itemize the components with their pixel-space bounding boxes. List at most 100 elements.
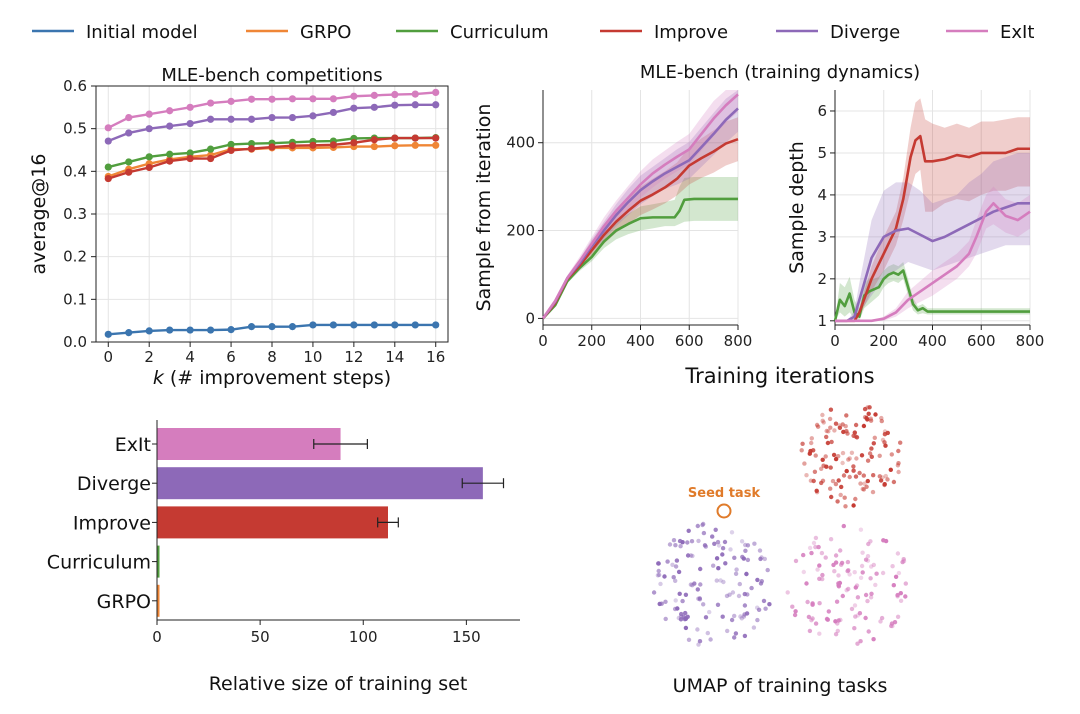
x-tick-label: 0 <box>152 628 162 646</box>
umap-point-diverge <box>763 606 768 611</box>
umap-point-improve <box>858 481 863 486</box>
y-tick-label: 0.6 <box>63 77 87 95</box>
umap-point-diverge <box>686 528 691 533</box>
umap-point-exit <box>839 560 845 566</box>
umap-point-diverge <box>716 543 722 548</box>
umap-point-diverge <box>741 614 747 619</box>
umap-point-improve <box>842 495 847 500</box>
umap-point-improve <box>847 456 852 461</box>
umap-point-improve <box>868 418 874 423</box>
umap-point-improve <box>888 467 893 472</box>
umap-point-improve <box>867 405 872 410</box>
x-tick-label: 8 <box>267 348 277 366</box>
umap-point-improve <box>839 484 844 490</box>
umap-point-improve <box>833 421 839 426</box>
umap-point-exit <box>805 599 810 605</box>
umap-point-diverge <box>701 602 706 607</box>
umap-point-diverge <box>671 538 677 543</box>
data-point-diverge <box>166 122 174 130</box>
umap-point-diverge <box>697 596 702 601</box>
confidence-band-curriculum <box>835 262 1030 321</box>
y-tick-label: 200 <box>506 222 535 240</box>
umap-point-improve <box>824 428 829 434</box>
umap-point-improve <box>835 499 840 504</box>
umap-point-exit <box>853 614 858 619</box>
umap-point-diverge <box>733 631 739 636</box>
data-point-exit <box>329 95 337 103</box>
umap-point-improve <box>849 450 855 455</box>
umap-point-improve <box>830 478 836 484</box>
umap-point-diverge <box>651 590 657 595</box>
umap-point-exit <box>903 581 908 586</box>
umap-point-exit <box>890 564 895 569</box>
y-tick-label: 1 <box>817 312 827 330</box>
x-tick-label: 10 <box>303 348 322 366</box>
umap-point-diverge <box>676 615 681 621</box>
umap-point-diverge <box>728 547 733 552</box>
data-point-initial <box>370 321 378 329</box>
umap-point-exit <box>809 550 814 556</box>
umap-point-exit <box>871 637 876 642</box>
umap-point-improve <box>883 473 888 479</box>
umap-point-diverge <box>698 582 703 587</box>
y-tick-label: 0 <box>525 309 535 327</box>
x-tick-label: 800 <box>724 332 753 350</box>
data-point-grpo <box>391 142 399 150</box>
legend-label-grpo: GRPO <box>300 22 351 43</box>
legend-label-curriculum: Curriculum <box>450 22 549 43</box>
umap-point-improve <box>861 423 867 429</box>
umap-point-diverge <box>711 563 716 568</box>
umap-point-diverge <box>680 598 685 604</box>
category-label-exit: ExIt <box>115 434 151 456</box>
umap-point-improve <box>824 464 829 469</box>
umap-point-diverge <box>716 566 721 571</box>
seed-task-marker <box>716 503 732 519</box>
umap-point-diverge <box>762 556 767 562</box>
data-point-curriculum <box>186 149 194 157</box>
bar-curriculum <box>157 545 160 578</box>
umap-point-improve <box>896 448 901 454</box>
data-point-improve <box>145 163 153 172</box>
confidence-band-curriculum <box>543 176 738 319</box>
data-point-diverge <box>247 115 256 123</box>
umap-point-diverge <box>703 615 709 620</box>
data-point-exit <box>207 99 215 107</box>
umap-point-exit <box>896 570 902 576</box>
umap-point-improve <box>802 461 807 466</box>
umap-point-exit <box>811 540 817 546</box>
umap-point-diverge <box>685 553 691 558</box>
x-tick-label: 0 <box>104 348 114 366</box>
series-line-exit <box>541 93 739 320</box>
panel-relative-training-set-size: Relative size of training set ExIt Diverg… <box>47 420 520 695</box>
data-point-grpo <box>370 142 378 151</box>
x-tick-label: 150 <box>452 628 481 646</box>
data-point-diverge <box>125 129 133 137</box>
umap-point-improve <box>867 451 873 456</box>
umap-point-exit <box>866 629 871 634</box>
umap-point-exit <box>807 628 813 634</box>
umap-point-improve <box>878 478 884 483</box>
data-point-improve <box>207 154 215 163</box>
data-point-improve <box>432 134 440 142</box>
data-point-exit <box>145 110 153 118</box>
umap-point-improve <box>815 424 821 429</box>
umap-point-improve <box>841 429 846 435</box>
umap-point-exit <box>858 527 864 532</box>
x-tick-label: 0 <box>830 332 840 350</box>
umap-point-diverge <box>767 602 772 607</box>
data-point-exit <box>350 92 358 100</box>
umap-point-diverge <box>696 596 701 601</box>
umap-point-improve <box>896 469 901 475</box>
umap-point-improve <box>865 458 871 463</box>
umap-point-diverge <box>741 556 746 561</box>
umap-point-improve <box>812 469 818 474</box>
umap-point-diverge <box>749 585 754 591</box>
umap-point-diverge <box>712 541 717 546</box>
umap-point-diverge <box>673 578 678 583</box>
data-point-curriculum <box>125 158 133 166</box>
umap-point-improve <box>845 431 850 436</box>
x-tick-label: 800 <box>1016 332 1045 350</box>
umap-point-diverge <box>701 521 706 527</box>
data-point-exit <box>227 97 235 105</box>
umap-point-diverge <box>739 539 745 544</box>
